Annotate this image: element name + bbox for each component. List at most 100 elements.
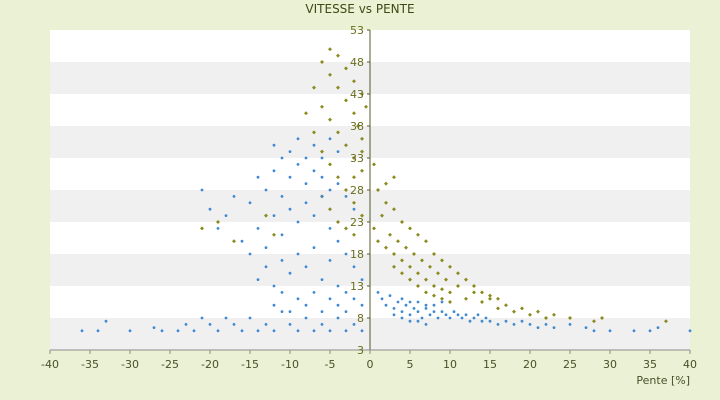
data-point xyxy=(480,319,484,323)
data-point xyxy=(416,300,420,304)
data-point xyxy=(192,329,196,333)
data-point xyxy=(320,104,324,109)
y-tick-label: 23 xyxy=(350,216,364,229)
data-point xyxy=(288,323,292,326)
data-point xyxy=(448,316,452,320)
data-point xyxy=(328,297,332,301)
data-point xyxy=(360,278,364,281)
data-point xyxy=(360,213,364,218)
y-tick-label: 3 xyxy=(357,344,364,357)
data-point xyxy=(328,117,332,122)
data-point xyxy=(232,323,236,326)
data-point xyxy=(352,297,356,301)
data-point xyxy=(320,278,324,281)
data-point xyxy=(288,310,292,313)
data-point xyxy=(344,310,348,313)
data-point xyxy=(456,271,460,276)
x-axis-title: Pente [%] xyxy=(636,374,690,387)
data-point xyxy=(416,271,420,276)
data-point xyxy=(280,156,284,160)
data-point xyxy=(272,303,276,307)
data-point xyxy=(256,175,260,179)
data-point xyxy=(360,303,364,307)
data-point xyxy=(420,316,424,320)
data-point xyxy=(400,316,404,320)
data-point xyxy=(272,143,276,147)
data-point xyxy=(436,271,440,276)
data-point xyxy=(336,150,340,154)
data-point xyxy=(328,227,332,230)
data-point xyxy=(280,259,284,262)
data-point xyxy=(280,195,284,198)
data-point xyxy=(344,195,348,198)
data-point xyxy=(352,200,356,205)
data-point xyxy=(380,297,384,301)
data-point xyxy=(592,329,596,333)
data-point xyxy=(288,175,292,179)
data-point xyxy=(484,316,488,320)
x-tick-label: 40 xyxy=(683,358,697,371)
data-point xyxy=(440,287,444,292)
data-point xyxy=(460,316,464,320)
data-point xyxy=(344,98,348,103)
data-point xyxy=(408,300,412,304)
data-point xyxy=(400,310,404,313)
data-point xyxy=(320,195,324,198)
x-tick-label: -5 xyxy=(325,358,336,371)
data-point xyxy=(312,169,316,173)
data-point xyxy=(360,92,364,96)
data-point xyxy=(476,313,480,317)
data-point xyxy=(216,227,220,230)
data-point xyxy=(224,316,228,320)
x-tick-label: 25 xyxy=(563,358,577,371)
data-point xyxy=(336,182,340,186)
data-point xyxy=(272,284,276,288)
data-point xyxy=(384,303,388,307)
data-point xyxy=(344,66,348,71)
data-point xyxy=(304,182,308,186)
data-point xyxy=(384,245,388,250)
y-tick-label: 33 xyxy=(350,152,364,165)
x-tick-label: -15 xyxy=(241,358,259,371)
data-point xyxy=(464,313,468,317)
data-point xyxy=(216,329,220,333)
x-tick-label: -35 xyxy=(81,358,99,371)
data-point xyxy=(584,326,588,329)
data-point xyxy=(224,214,228,218)
data-point xyxy=(472,316,476,320)
data-point xyxy=(352,323,356,326)
data-point xyxy=(504,319,508,323)
data-point xyxy=(200,188,204,192)
data-point xyxy=(456,313,460,317)
data-point xyxy=(552,326,556,329)
data-point xyxy=(436,316,440,320)
data-point xyxy=(468,319,472,323)
data-point xyxy=(184,323,188,326)
data-point xyxy=(272,169,276,173)
data-point xyxy=(388,294,392,297)
data-point xyxy=(664,319,668,324)
data-point xyxy=(392,313,396,317)
data-point xyxy=(200,226,204,231)
data-point xyxy=(304,316,308,320)
data-point xyxy=(240,239,244,243)
x-tick-label: -40 xyxy=(41,358,59,371)
x-tick-label: -25 xyxy=(161,358,179,371)
x-tick-label: 5 xyxy=(407,358,414,371)
data-point xyxy=(536,326,540,329)
data-point xyxy=(336,239,340,243)
x-tick-label: 0 xyxy=(367,358,374,371)
data-point xyxy=(288,271,292,275)
data-point xyxy=(264,188,268,192)
x-tick-label: 10 xyxy=(443,358,457,371)
data-point xyxy=(256,227,260,230)
y-tick-label: 43 xyxy=(350,88,364,101)
data-point xyxy=(352,265,356,269)
data-point xyxy=(392,307,396,310)
data-point xyxy=(232,195,236,198)
data-point xyxy=(412,307,416,310)
data-point xyxy=(264,246,268,250)
data-point xyxy=(304,265,308,269)
data-point xyxy=(312,214,316,218)
data-point xyxy=(152,326,156,329)
